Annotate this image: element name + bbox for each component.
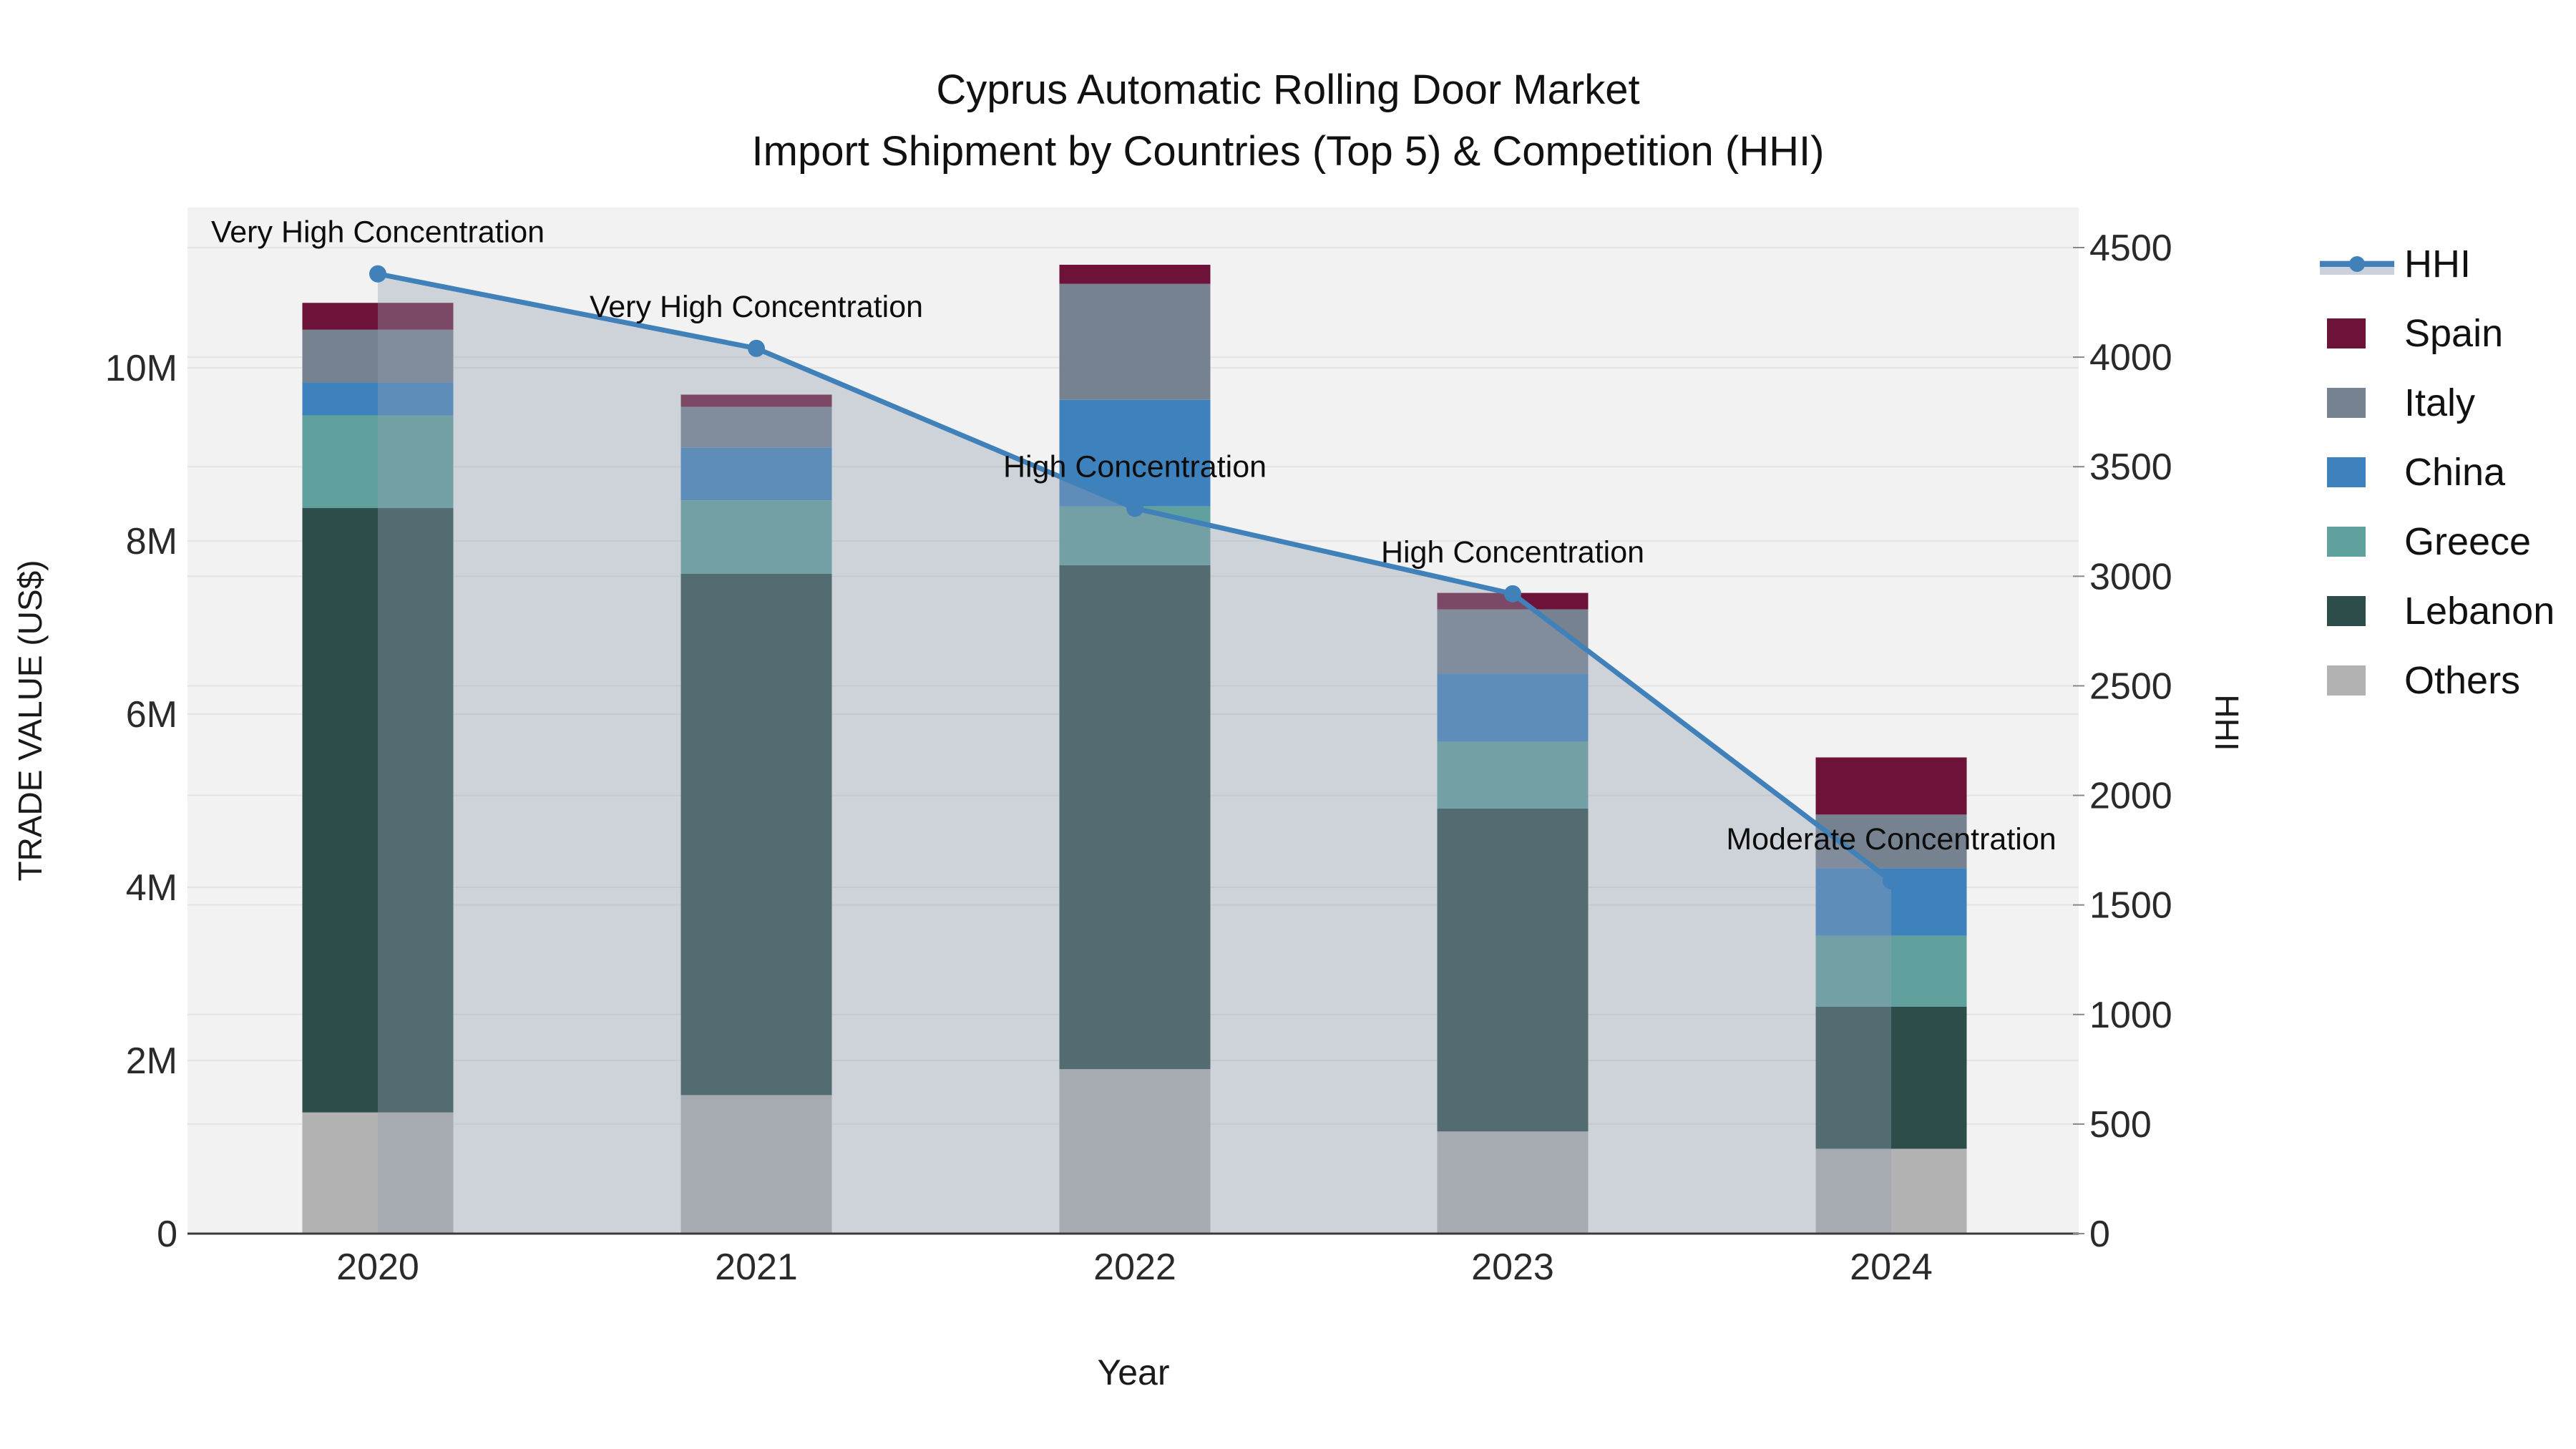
annotation-2022: High Concentration xyxy=(1003,449,1267,484)
legend-label-lebanon: Lebanon xyxy=(2404,589,2555,633)
bar-segment-2022-italy xyxy=(1059,283,1211,400)
y-right-tick: 4000 xyxy=(2089,337,2172,379)
bar-segment-2020-italy xyxy=(302,329,454,383)
x-tick-2023: 2023 xyxy=(1471,1246,1554,1288)
bar-segment-2024-greece xyxy=(1815,935,1967,1007)
legend-item-lebanon[interactable]: Lebanon xyxy=(2317,576,2555,645)
hhi-markers xyxy=(369,265,1900,889)
bar-segment-2023-greece xyxy=(1437,741,1589,809)
legend-item-hhi[interactable]: HHI xyxy=(2317,229,2555,298)
bar-segment-2023-others xyxy=(1437,1131,1589,1234)
y-left-tick-labels: 0 2M 4M 6M 8M 10M xyxy=(105,348,177,1255)
bar-segment-2024-spain xyxy=(1815,757,1967,815)
hhi-line-sample-icon xyxy=(2320,249,2394,279)
legend-label-china: China xyxy=(2404,450,2506,494)
legend-label-italy: Italy xyxy=(2404,381,2476,424)
y-right-tick: 1500 xyxy=(2089,885,2172,927)
y-right-tick: 2500 xyxy=(2089,665,2172,707)
annotations: Very High Concentration Very High Concent… xyxy=(211,215,2057,857)
x-tick-2022: 2022 xyxy=(1093,1246,1176,1288)
y-right-tick: 4500 xyxy=(2089,228,2172,269)
legend-item-italy[interactable]: Italy xyxy=(2317,368,2555,437)
bar-segment-2020-china xyxy=(302,382,454,416)
bar-segment-2022-spain xyxy=(1059,265,1211,284)
legend-swatch-spain xyxy=(2327,318,2366,348)
bar-segment-2023-china xyxy=(1437,673,1589,742)
bars xyxy=(302,265,1967,1234)
chart-title-line1: Cyprus Automatic Rolling Door Market xyxy=(936,67,1640,113)
x-tick-2021: 2021 xyxy=(715,1246,798,1288)
y-axis-title-right: HHI xyxy=(2208,694,2245,751)
bar-segment-2020-lebanon xyxy=(302,508,454,1113)
hhi-point-2021 xyxy=(748,339,765,357)
hhi-point-2020 xyxy=(369,265,386,283)
bar-segment-2024-lebanon xyxy=(1815,1006,1967,1149)
chart-title-line2: Import Shipment by Countries (Top 5) & C… xyxy=(751,128,1825,175)
legend-swatch-lebanon xyxy=(2327,595,2366,626)
legend-label-others: Others xyxy=(2404,658,2521,702)
hhi-area-fill xyxy=(378,273,1891,1234)
bar-segment-2021-spain xyxy=(680,394,832,407)
bar-segment-2021-greece xyxy=(680,500,832,574)
x-tick-2024: 2024 xyxy=(1850,1246,1933,1288)
bar-segment-2023-italy xyxy=(1437,609,1589,674)
y-right-tick: 0 xyxy=(2089,1214,2110,1255)
y-right-tick-labels: 0 500 1000 1500 2000 2500 3000 3500 4000 4500 xyxy=(2073,228,2172,1255)
bar-segment-2020-spain xyxy=(302,303,454,330)
y-left-tick: 4M xyxy=(126,867,177,909)
y-left-tick: 10M xyxy=(105,348,177,389)
annotation-2020: Very High Concentration xyxy=(211,215,545,250)
legend-label-hhi: HHI xyxy=(2404,242,2471,286)
y-left-tick: 8M xyxy=(126,521,177,562)
legend-item-others[interactable]: Others xyxy=(2317,645,2555,715)
bar-segment-2024-others xyxy=(1815,1148,1967,1234)
y-right-tick: 1000 xyxy=(2089,995,2172,1036)
bar-segment-2020-greece xyxy=(302,415,454,509)
legend-item-spain[interactable]: Spain xyxy=(2317,298,2555,368)
annotation-2024: Moderate Concentration xyxy=(1726,822,2056,857)
hhi-point-2022 xyxy=(1126,499,1143,517)
legend-swatch-china xyxy=(2327,457,2366,487)
legend: HHI Spain Italy China Greece Lebanon Others xyxy=(2317,229,2555,715)
bar-segment-2020-others xyxy=(302,1112,454,1234)
y-left-tick: 2M xyxy=(126,1040,177,1082)
hhi-point-2024 xyxy=(1883,872,1900,889)
y-left-tick: 0 xyxy=(157,1214,177,1255)
x-tick-labels: 2020 2021 2022 2023 2024 xyxy=(336,1246,1933,1288)
y-right-tick: 500 xyxy=(2089,1104,2152,1146)
bar-segment-2021-lebanon xyxy=(680,573,832,1096)
y-left-tick: 6M xyxy=(126,694,177,736)
annotation-2021: Very High Concentration xyxy=(590,290,923,324)
bar-segment-2023-lebanon xyxy=(1437,808,1589,1132)
y-right-tick: 2000 xyxy=(2089,776,2172,817)
legend-item-greece[interactable]: Greece xyxy=(2317,507,2555,576)
bar-segment-2021-china xyxy=(680,447,832,501)
y-axis-title-left: TRADE VALUE (US$) xyxy=(11,560,49,882)
legend-swatch-italy xyxy=(2327,387,2366,418)
bar-segment-2021-italy xyxy=(680,406,832,448)
hhi-point-2023 xyxy=(1504,585,1521,602)
bar-segment-2021-others xyxy=(680,1095,832,1234)
x-axis-title: Year xyxy=(1097,1352,1170,1392)
legend-item-china[interactable]: China xyxy=(2317,437,2555,507)
legend-swatch-others xyxy=(2327,665,2366,696)
legend-label-spain: Spain xyxy=(2404,311,2504,355)
annotation-2023: High Concentration xyxy=(1381,535,1644,570)
y-right-tick: 3500 xyxy=(2089,447,2172,488)
legend-swatch-greece xyxy=(2327,526,2366,557)
bar-segment-2022-others xyxy=(1059,1069,1211,1234)
x-tick-2020: 2020 xyxy=(336,1246,419,1288)
legend-label-greece: Greece xyxy=(2404,519,2532,563)
y-right-tick: 3000 xyxy=(2089,556,2172,597)
bar-segment-2022-lebanon xyxy=(1059,565,1211,1070)
